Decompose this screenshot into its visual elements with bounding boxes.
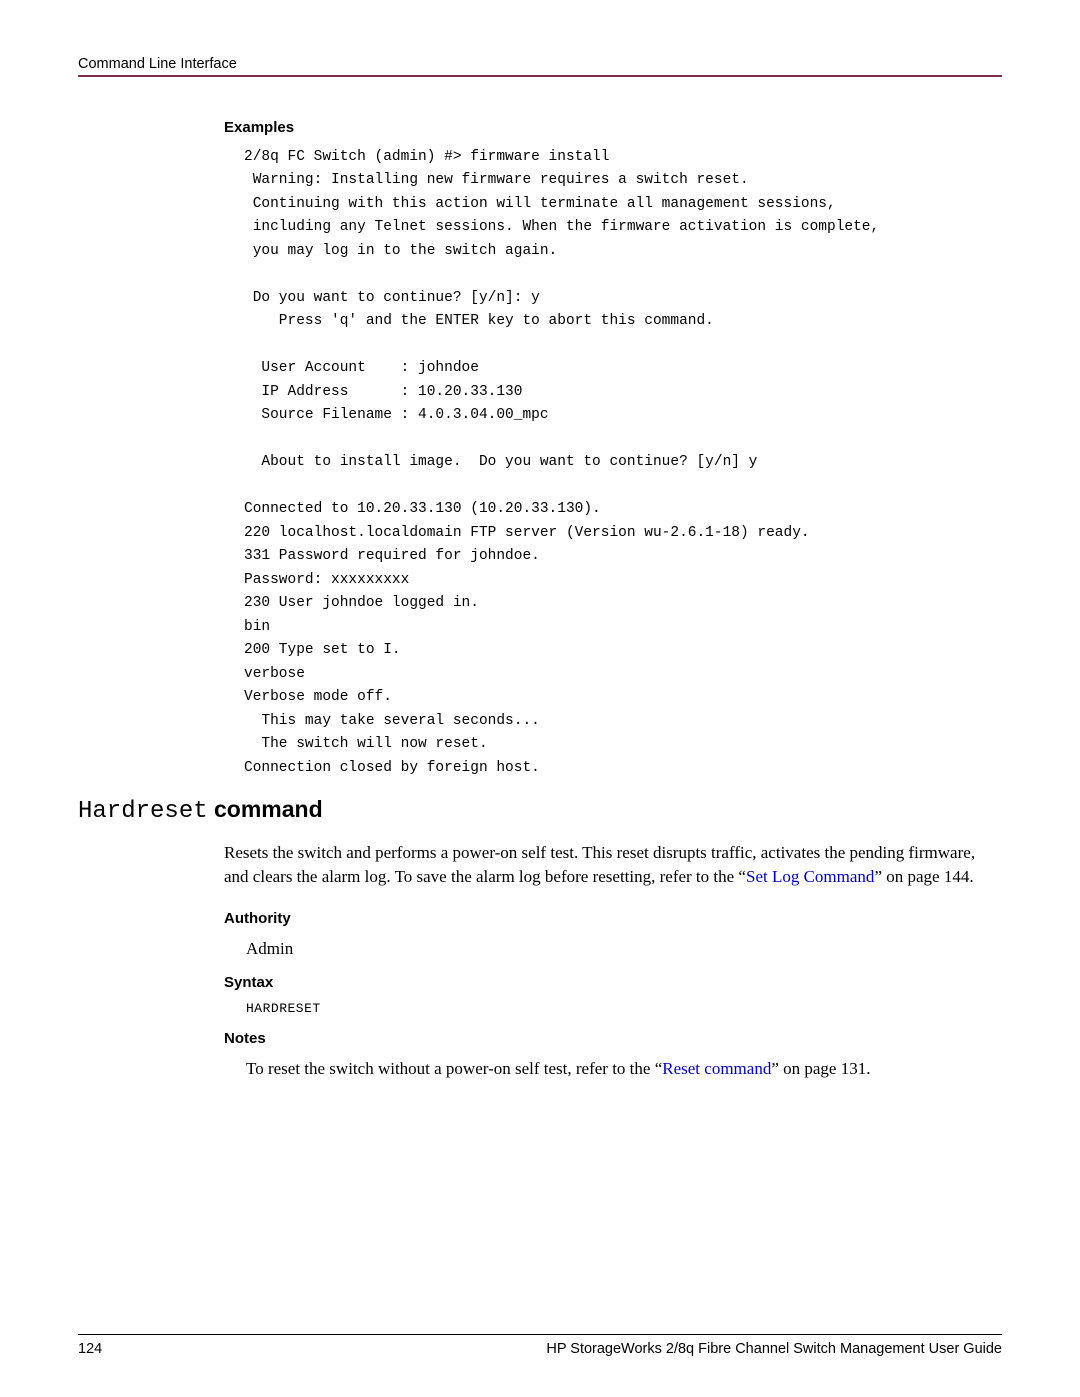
hardreset-desc-post: ” on page 144.: [874, 867, 973, 886]
examples-code: 2/8q FC Switch (admin) #> firmware insta…: [224, 146, 1002, 780]
authority-value: Admin: [224, 937, 1002, 960]
page-header: Command Line Interface: [78, 56, 1002, 77]
hardreset-cmd-word: command: [208, 796, 323, 822]
notes-pre: To reset the switch without a power-on s…: [246, 1059, 662, 1078]
hardreset-cmd-name: Hardreset: [78, 798, 208, 825]
examples-label: Examples: [224, 119, 1002, 136]
reset-command-link[interactable]: Reset command: [662, 1059, 771, 1078]
authority-label: Authority: [224, 910, 1002, 927]
hardreset-body: Resets the switch and performs a power-o…: [224, 841, 1002, 1081]
hardreset-description: Resets the switch and performs a power-o…: [224, 841, 1002, 888]
syntax-label: Syntax: [224, 974, 1002, 991]
guide-title: HP StorageWorks 2/8q Fibre Channel Switc…: [546, 1341, 1002, 1357]
notes-label: Notes: [224, 1030, 1002, 1047]
notes-text: To reset the switch without a power-on s…: [224, 1057, 1002, 1080]
notes-post: ” on page 131.: [771, 1059, 870, 1078]
page-footer: 124 HP StorageWorks 2/8q Fibre Channel S…: [78, 1334, 1002, 1357]
hardreset-heading: Hardreset command: [78, 796, 1002, 825]
set-log-command-link[interactable]: Set Log Command: [746, 867, 874, 886]
header-title: Command Line Interface: [78, 56, 1002, 72]
page-number: 124: [78, 1341, 102, 1357]
examples-section: Examples 2/8q FC Switch (admin) #> firmw…: [224, 119, 1002, 780]
syntax-value: HARDRESET: [224, 1001, 1002, 1016]
